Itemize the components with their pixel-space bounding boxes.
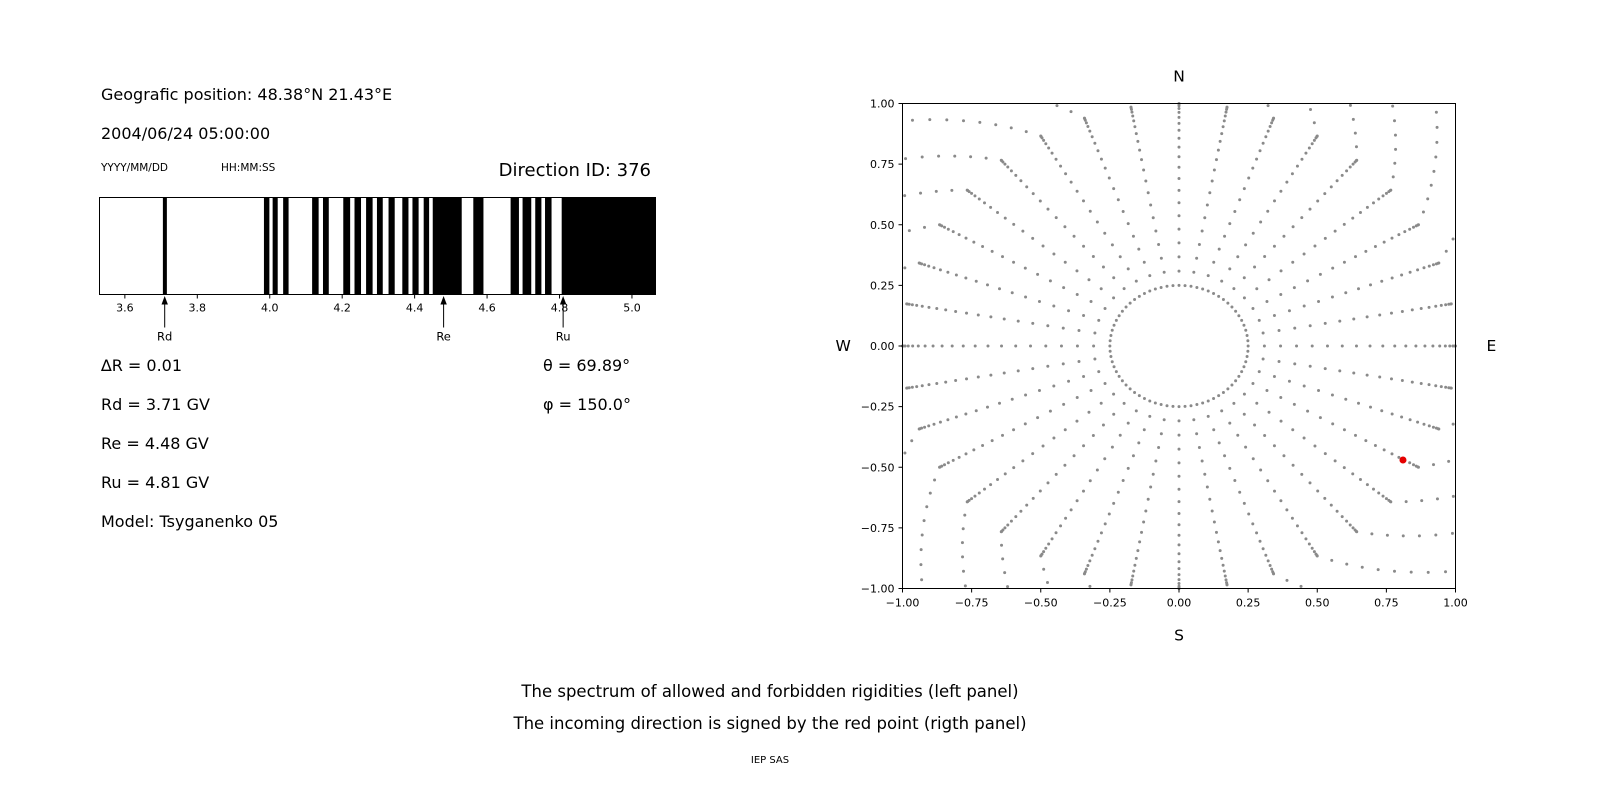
svg-text:Ru: Ru <box>556 330 571 344</box>
svg-text:0.00: 0.00 <box>870 340 895 353</box>
credit-label: IEP SAS <box>750 755 790 766</box>
time-format-label: HH:MM:SS <box>221 162 276 174</box>
svg-text:4.2: 4.2 <box>333 302 351 315</box>
svg-text:Rd: Rd <box>157 330 172 344</box>
direction-axis-ticks: −1.00−1.00 −0.75 −0.75 −0.50 −0.50 −0.25 −0.25… <box>861 98 1468 610</box>
direction-id-label: Direction ID: 376 <box>498 160 651 181</box>
svg-text:3.8: 3.8 <box>189 302 207 315</box>
svg-text:−1.00: −1.00 <box>861 583 895 596</box>
svg-text:0.00: 0.00 <box>1167 597 1192 610</box>
geographic-position-label: Geografic position: 48.38°N 21.43°E <box>101 85 393 104</box>
compass-east-label: E <box>1487 337 1497 355</box>
svg-text:4.8: 4.8 <box>551 302 569 315</box>
svg-text:−0.25: −0.25 <box>1093 597 1127 610</box>
re-value: Re = 4.48 GV <box>101 434 209 453</box>
forbidden-bands <box>162 197 656 295</box>
spectrum-x-axis-ticks: 3.6 3.8 4.0 4.2 4.4 4.6 4.8 5.0 <box>116 294 641 315</box>
delta-r-value: ∆R = 0.01 <box>101 356 183 375</box>
svg-text:0.50: 0.50 <box>1305 597 1330 610</box>
direction-plot-border <box>902 103 1456 589</box>
svg-text:−0.50: −0.50 <box>1024 597 1058 610</box>
svg-text:5.0: 5.0 <box>623 302 641 315</box>
svg-text:0.25: 0.25 <box>1236 597 1261 610</box>
rd-value: Rd = 3.71 GV <box>101 395 210 414</box>
incoming-direction-svg: −1.00−1.00 −0.75 −0.75 −0.50 −0.50 −0.25 −0.25… <box>836 68 1497 645</box>
svg-text:4.6: 4.6 <box>478 302 496 315</box>
compass-labels: N S W E <box>836 68 1497 645</box>
svg-text:0.75: 0.75 <box>870 158 895 171</box>
svg-text:0.25: 0.25 <box>870 279 895 292</box>
svg-text:−0.75: −0.75 <box>955 597 989 610</box>
compass-west-label: W <box>836 337 851 355</box>
svg-text:1.00: 1.00 <box>1443 597 1468 610</box>
date-format-label: YYYY/MM/DD <box>101 162 169 174</box>
svg-text:−0.25: −0.25 <box>861 401 895 414</box>
incoming-direction-plot: −1.00 −1.00 −0.75 −0.75 −0.50 −0.50 −0.25 −0.25… <box>830 55 1530 655</box>
svg-text:3.6: 3.6 <box>116 302 133 315</box>
svg-text:0.75: 0.75 <box>1374 597 1399 610</box>
svg-text:4.4: 4.4 <box>406 302 424 315</box>
ru-value: Ru = 4.81 GV <box>101 473 210 492</box>
spectrum-plot-border <box>99 197 656 295</box>
rigidity-spectrum-svg: 3.6 3.8 4.0 4.2 4.4 4.6 4.8 5.0 Rd Re Ru <box>99 197 656 344</box>
rigidity-markers: Rd Re Ru <box>157 296 571 344</box>
svg-text:−0.75: −0.75 <box>861 522 895 535</box>
red-point <box>1399 456 1407 464</box>
datetime-label: 2004/06/24 05:00:00 <box>101 124 271 143</box>
svg-text:Re: Re <box>436 330 451 344</box>
model-label: Model: Tsyganenko 05 <box>101 512 279 531</box>
svg-text:−1.00: −1.00 <box>886 597 920 610</box>
direction-grid-dots <box>901 102 1457 590</box>
phi-value: φ = 150.0° <box>543 395 631 414</box>
svg-text:1.00: 1.00 <box>870 98 895 111</box>
svg-text:0.50: 0.50 <box>870 219 895 232</box>
rigidity-spectrum-plot: 3.6 3.8 4.0 4.2 4.4 4.6 4.8 5.0 Rd Re Ru <box>99 197 659 347</box>
compass-north-label: N <box>1173 68 1185 86</box>
caption-line1: The spectrum of allowed and forbidden ri… <box>521 682 1019 701</box>
caption-line2: The incoming direction is signed by the … <box>513 714 1027 733</box>
compass-south-label: S <box>1174 627 1184 645</box>
svg-text:4.0: 4.0 <box>261 302 279 315</box>
svg-text:−0.50: −0.50 <box>861 461 895 474</box>
theta-value: θ = 69.89° <box>543 356 631 375</box>
